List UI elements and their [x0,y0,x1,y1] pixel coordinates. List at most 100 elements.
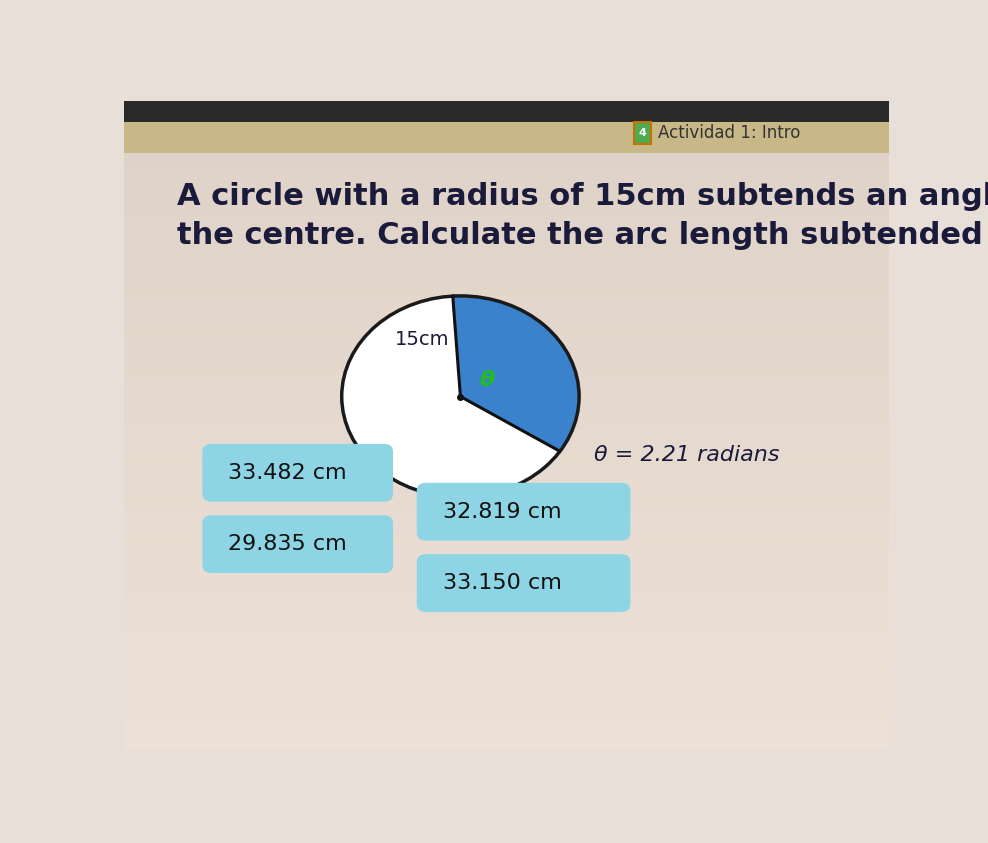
FancyBboxPatch shape [124,543,889,549]
FancyBboxPatch shape [124,277,889,283]
FancyBboxPatch shape [124,562,889,568]
FancyBboxPatch shape [124,328,889,335]
FancyBboxPatch shape [124,620,889,627]
FancyBboxPatch shape [124,633,889,640]
FancyBboxPatch shape [124,101,889,122]
FancyBboxPatch shape [124,452,889,458]
FancyBboxPatch shape [124,212,889,218]
FancyBboxPatch shape [124,140,889,147]
FancyBboxPatch shape [124,588,889,594]
FancyBboxPatch shape [124,464,889,471]
Text: θ = 2.21 radians: θ = 2.21 radians [595,445,780,465]
Text: 32.819 cm: 32.819 cm [443,502,561,522]
FancyBboxPatch shape [124,322,889,328]
FancyBboxPatch shape [124,263,889,270]
FancyBboxPatch shape [124,523,889,529]
FancyBboxPatch shape [124,679,889,685]
FancyBboxPatch shape [124,738,889,744]
FancyBboxPatch shape [124,608,889,614]
FancyBboxPatch shape [124,458,889,464]
FancyBboxPatch shape [124,711,889,718]
FancyBboxPatch shape [124,536,889,543]
Text: the centre. Calculate the arc length subtended by the angle.: the centre. Calculate the arc length sub… [177,221,988,250]
FancyBboxPatch shape [124,257,889,263]
FancyBboxPatch shape [124,159,889,166]
FancyBboxPatch shape [124,361,889,368]
FancyBboxPatch shape [124,179,889,185]
FancyBboxPatch shape [124,419,889,426]
FancyBboxPatch shape [124,445,889,452]
FancyBboxPatch shape [124,283,889,289]
FancyBboxPatch shape [124,491,889,497]
FancyBboxPatch shape [124,529,889,536]
FancyBboxPatch shape [634,122,651,144]
FancyBboxPatch shape [124,471,889,478]
FancyBboxPatch shape [124,309,889,315]
FancyBboxPatch shape [124,484,889,491]
FancyBboxPatch shape [124,705,889,711]
FancyBboxPatch shape [124,666,889,673]
FancyBboxPatch shape [124,244,889,250]
FancyBboxPatch shape [124,510,889,517]
FancyBboxPatch shape [124,627,889,633]
FancyBboxPatch shape [203,444,393,502]
FancyBboxPatch shape [124,166,889,173]
FancyBboxPatch shape [124,185,889,192]
FancyBboxPatch shape [124,121,889,127]
Text: 4: 4 [638,128,646,138]
FancyBboxPatch shape [124,413,889,419]
FancyBboxPatch shape [124,198,889,205]
FancyBboxPatch shape [124,192,889,198]
FancyBboxPatch shape [124,582,889,588]
FancyBboxPatch shape [124,438,889,445]
FancyBboxPatch shape [124,348,889,354]
FancyBboxPatch shape [124,270,889,277]
FancyBboxPatch shape [124,368,889,373]
FancyBboxPatch shape [124,497,889,503]
FancyBboxPatch shape [124,724,889,731]
FancyBboxPatch shape [124,387,889,393]
FancyBboxPatch shape [124,341,889,348]
FancyBboxPatch shape [417,483,630,540]
Text: 15cm: 15cm [395,330,450,349]
FancyBboxPatch shape [124,659,889,666]
FancyBboxPatch shape [124,503,889,510]
FancyBboxPatch shape [124,231,889,238]
FancyBboxPatch shape [124,218,889,224]
FancyBboxPatch shape [203,515,393,573]
FancyBboxPatch shape [124,296,889,303]
FancyBboxPatch shape [124,114,889,121]
Circle shape [342,296,579,497]
Text: 33.150 cm: 33.150 cm [443,573,561,593]
FancyBboxPatch shape [124,517,889,523]
FancyBboxPatch shape [124,101,889,153]
FancyBboxPatch shape [124,478,889,484]
FancyBboxPatch shape [124,289,889,296]
FancyBboxPatch shape [124,108,889,114]
FancyBboxPatch shape [124,153,889,159]
FancyBboxPatch shape [124,652,889,659]
FancyBboxPatch shape [124,594,889,601]
FancyBboxPatch shape [124,250,889,257]
FancyBboxPatch shape [124,173,889,179]
FancyBboxPatch shape [124,549,889,556]
FancyBboxPatch shape [124,224,889,231]
Text: θ: θ [479,370,495,390]
FancyBboxPatch shape [124,673,889,679]
FancyBboxPatch shape [124,601,889,608]
FancyBboxPatch shape [124,731,889,738]
FancyBboxPatch shape [124,568,889,575]
FancyBboxPatch shape [124,647,889,652]
FancyBboxPatch shape [124,692,889,698]
FancyBboxPatch shape [124,303,889,309]
FancyBboxPatch shape [124,205,889,212]
FancyBboxPatch shape [124,614,889,620]
FancyBboxPatch shape [124,400,889,406]
FancyBboxPatch shape [124,238,889,244]
FancyBboxPatch shape [124,556,889,562]
Text: Actividad 1: Intro: Actividad 1: Intro [658,124,800,142]
Text: 33.482 cm: 33.482 cm [228,463,347,483]
Wedge shape [453,296,579,451]
FancyBboxPatch shape [124,133,889,140]
FancyBboxPatch shape [124,698,889,705]
